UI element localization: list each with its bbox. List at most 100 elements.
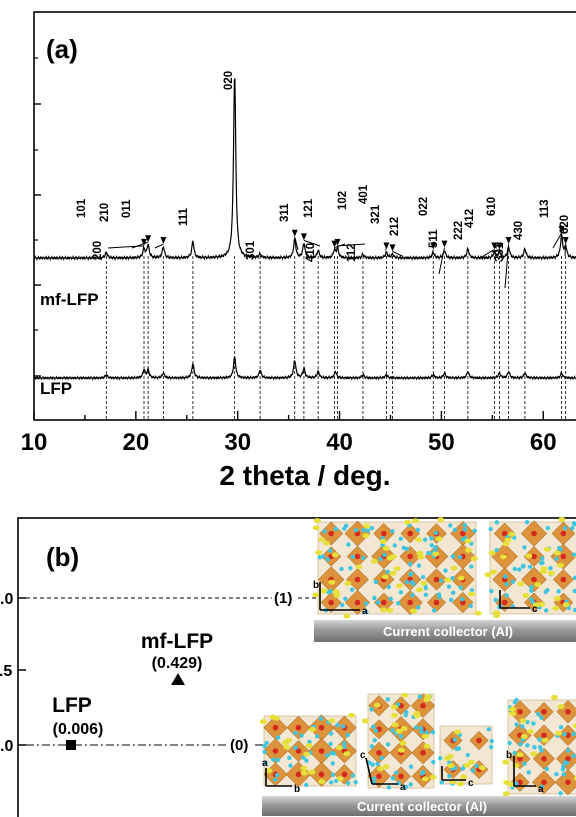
bot-crystal-1-atom-p [265, 768, 273, 774]
top-crystal-1-atom-li [415, 527, 421, 533]
peak-label-222: 222 [453, 221, 465, 240]
top-crystal-1-atom-li [392, 543, 397, 548]
top-crystal-2-atom-o [501, 599, 508, 606]
bot-crystal-4-atom-li [520, 724, 525, 729]
bot-crystal-1-atom-p [281, 739, 289, 745]
bot-crystal-3-atom-p [447, 763, 455, 769]
bot-crystal-4-atom-li [565, 748, 571, 753]
bot-crystal-4-atom-li [512, 750, 517, 756]
collector-bottom-label: Current collector (Al) [357, 799, 487, 814]
bot-crystal-2-atom-p [361, 718, 369, 724]
peak-label-401: 401 [358, 184, 370, 204]
crystal-axis-label-0: b [313, 580, 319, 591]
top-crystal-1-atom-li [457, 555, 463, 560]
a-xtick-label-50: 50 [428, 429, 455, 456]
bot-crystal-2-atom-li [370, 762, 375, 767]
a-xtick-label-30: 30 [224, 429, 251, 456]
point-lfp-value: (0.006) [53, 721, 104, 738]
bot-crystal-1-atom-li [304, 758, 309, 763]
a-xtick-label-10: 10 [21, 429, 48, 456]
top-crystal-2-atom-li [529, 597, 534, 602]
bot-crystal-1-atom-o [341, 771, 348, 778]
bot-crystal-3-atom-p [457, 781, 465, 787]
top-crystal-1-atom-p [313, 518, 321, 524]
bot-crystal-3-atom-li [470, 768, 476, 773]
peak-arrowhead-121 [300, 233, 307, 241]
top-crystal-2-atom-li [529, 588, 534, 593]
bot-crystal-2-atom-p [382, 764, 390, 770]
bot-crystal-1-atom-p [305, 743, 313, 749]
top-crystal-2-atom-p [525, 553, 533, 559]
bot-crystal-1-atom-li [293, 745, 298, 751]
peak-arrowhead-113 [558, 226, 565, 234]
bot-crystal-1-atom-li [263, 760, 269, 766]
bot-crystal-1-atom-li [275, 735, 281, 740]
bot-crystal-2-atom-p [390, 704, 398, 710]
bot-crystal-1-atom-li [345, 732, 350, 738]
top-crystal-2-atom-li [494, 520, 499, 525]
bot-crystal-1-atom-p [336, 776, 344, 782]
top-crystal-1-atom-o [354, 576, 361, 583]
peak-label-212: 212 [389, 217, 401, 236]
peak-label-112: 112 [346, 243, 358, 262]
top-crystal-1-atom-li [429, 536, 434, 541]
peak-arrow-011 [154, 243, 164, 249]
top-crystal-1-atom-p [464, 547, 472, 553]
top-crystal-1-atom-li [382, 552, 387, 558]
top-crystal-2-atom-li [554, 556, 559, 562]
bot-crystal-1-atom-li [275, 757, 281, 763]
top-crystal-1-atom-p [343, 613, 351, 619]
peak-guide-lines [105, 256, 567, 420]
top-crystal-1-atom-o [354, 599, 361, 606]
top-crystal-1-atom-o [460, 530, 466, 537]
bot-crystal-2-atom-li [385, 742, 391, 747]
panel-a-label: (a) [46, 34, 78, 64]
series-trace-lfp [33, 356, 576, 381]
peak-label-331: 331 [494, 242, 506, 262]
bot-crystal-4-atom-li [537, 737, 542, 742]
bot-crystal-4-atom-p [573, 775, 576, 781]
point-lfp-name: LFP [52, 694, 92, 717]
top-crystal-2-atom-p [562, 602, 570, 608]
bot-crystal-2-atom-li [419, 729, 424, 735]
bot-crystal-2-atom-li [372, 776, 377, 781]
bot-crystal-3-atom-li [447, 773, 452, 779]
peak-arrowhead-321 [383, 242, 390, 250]
top-crystal-1-atom-p [404, 519, 412, 525]
top-crystal-1-atom-p [444, 577, 452, 583]
a-xtick-label-60: 60 [530, 429, 557, 456]
top-crystal-1-atom-o [328, 530, 334, 537]
top-crystal-1-atom-li [422, 537, 428, 542]
top-crystal-1-atom-li [333, 526, 339, 532]
top-crystal-2-atom-li [570, 525, 575, 531]
crystal-axis-label-7: a [400, 782, 406, 793]
bot-crystal-2-atom-li [414, 725, 419, 730]
bot-crystal-2-atom-p [413, 711, 421, 717]
panel-a-x-ticks [33, 411, 544, 420]
top-crystal-2-atom-li [522, 545, 527, 550]
peak-arrow-212 [392, 250, 403, 257]
top-crystal-1-atom-p [393, 566, 401, 572]
bot-crystal-2-atom-li [390, 776, 396, 781]
peak-arrow-610 [491, 249, 500, 253]
bot-crystal-3-atom-p [467, 759, 475, 765]
bot-crystal-3-atom-p [478, 765, 486, 771]
top-crystal-1-atom-o [381, 599, 387, 606]
bot-crystal-1-atom-li [350, 773, 356, 778]
peak-label-113: 113 [539, 199, 551, 218]
top-crystal-1-atom-p [355, 564, 363, 570]
bot-crystal-1-atom-li [262, 749, 267, 755]
top-crystal-1-atom-p [363, 523, 371, 529]
crystal-axis-label-9: c [468, 778, 474, 789]
bot-crystal-1-atom-p [336, 745, 344, 751]
top-crystal-2-atom-li [566, 605, 571, 611]
peak-label-412: 412 [464, 209, 476, 228]
top-crystal-1-atom-li [395, 601, 401, 606]
top-crystal-1-atom-li [322, 529, 327, 534]
bot-crystal-4-atom-li [507, 740, 512, 746]
crystal-axes: b a c a b c a c b a [262, 580, 544, 795]
top-crystal-1-atom-p [435, 536, 443, 542]
top-crystal-1-atom-o [433, 599, 440, 606]
top-crystal-1-atom-li [385, 569, 390, 574]
peak-label-101: 101 [76, 198, 88, 218]
